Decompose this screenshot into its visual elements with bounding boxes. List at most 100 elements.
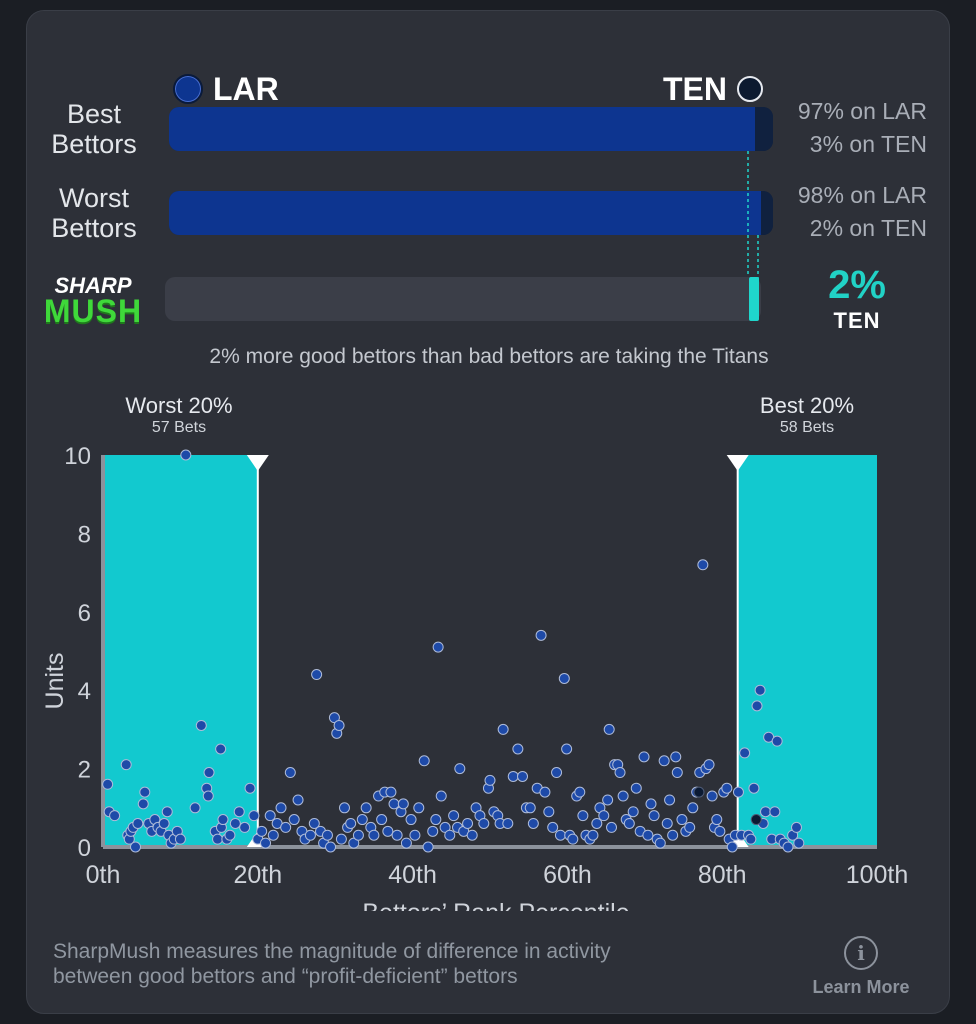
data-point (256, 825, 268, 837)
best-ten-pct: 3% on TEN (809, 131, 927, 157)
data-point (661, 817, 673, 829)
best-bettors-pcts: 97% on LAR 3% on TEN (747, 95, 927, 161)
data-point (667, 829, 679, 841)
data-point (376, 814, 388, 826)
y-axis-title: Units (41, 653, 69, 710)
x-tick-label: 0th (86, 861, 121, 889)
data-point (260, 837, 272, 849)
data-point (352, 829, 364, 841)
worst-ten-pct: 2% on TEN (809, 215, 927, 241)
data-point (782, 841, 794, 853)
worst-20-title: Worst 20% (125, 393, 233, 418)
data-point (335, 833, 347, 845)
data-point (535, 629, 547, 641)
sharpmush-logo: SHARP MUSH (33, 273, 153, 330)
team-left-abbr: LAR (213, 70, 279, 107)
worst-bar-lar-segment (169, 191, 761, 235)
data-point (130, 841, 142, 853)
worst-20-header: Worst 20% 57 Bets (99, 393, 259, 437)
worst-bettors-label: Worst Bettors (39, 183, 149, 243)
data-point (244, 782, 256, 794)
best-20-header: Best 20% 58 Bets (727, 393, 887, 437)
data-point (288, 814, 300, 826)
data-point (732, 786, 744, 798)
data-point (321, 829, 333, 841)
data-point (308, 817, 320, 829)
sharpmush-value: 2% (828, 263, 886, 307)
x-tick-label: 60th (543, 861, 592, 889)
data-point (158, 817, 170, 829)
data-point (617, 790, 629, 802)
data-point (224, 829, 236, 841)
data-point (161, 806, 173, 818)
sharpmush-team: TEN (833, 308, 881, 333)
data-point (275, 802, 287, 814)
data-point (382, 825, 394, 837)
data-point (793, 837, 805, 849)
data-point (462, 817, 474, 829)
data-point (397, 798, 409, 810)
data-point (697, 559, 709, 571)
data-point-dark (693, 786, 705, 798)
data-point (454, 763, 466, 775)
data-point (292, 794, 304, 806)
data-point-dark (750, 814, 762, 826)
data-point (606, 821, 618, 833)
data-point (444, 829, 456, 841)
data-point (543, 806, 555, 818)
data-point (558, 672, 570, 684)
data-point (591, 817, 603, 829)
y-tick-label: 8 (78, 521, 91, 548)
info-glyph: i (857, 941, 865, 965)
data-point (614, 767, 626, 779)
worst-label-line1: Worst (58, 183, 129, 213)
data-point (527, 817, 539, 829)
worst-20-count: 57 Bets (151, 419, 207, 436)
data-point (638, 751, 650, 763)
worst-bar-ten-segment (760, 191, 773, 235)
data-point (217, 814, 229, 826)
data-point (109, 810, 121, 822)
info-icon[interactable]: i (844, 936, 878, 970)
sharpmush-marker (749, 277, 759, 321)
data-point (430, 814, 442, 826)
data-point (507, 770, 519, 782)
best-bettors-bar (169, 107, 773, 151)
data-point (448, 810, 460, 822)
data-point (311, 669, 323, 681)
data-point (539, 786, 551, 798)
data-point (229, 817, 241, 829)
x-tick-label: 100th (846, 861, 909, 889)
data-point (551, 767, 563, 779)
data-point (360, 802, 372, 814)
data-point (547, 821, 559, 833)
worst-bettors-pcts: 98% on LAR 2% on TEN (747, 179, 927, 245)
data-point (598, 810, 610, 822)
data-point (180, 449, 192, 461)
data-point (368, 829, 380, 841)
data-point (248, 810, 260, 822)
data-point (721, 782, 733, 794)
data-point (670, 751, 682, 763)
data-point (388, 798, 400, 810)
data-point (726, 841, 738, 853)
data-point (385, 786, 397, 798)
data-point (748, 782, 760, 794)
data-point (706, 790, 718, 802)
best-20-count: 58 Bets (779, 419, 835, 436)
data-point (139, 786, 151, 798)
data-point (502, 817, 514, 829)
footer-description: SharpMush measures the magnitude of diff… (53, 939, 773, 989)
data-point (418, 755, 430, 767)
data-point (304, 829, 316, 841)
worst-bettors-bar (169, 191, 773, 235)
data-point (120, 759, 132, 771)
threshold-top-triangle-0 (246, 455, 269, 471)
data-point (174, 833, 186, 845)
data-point (333, 719, 345, 731)
learn-more-link[interactable]: Learn More (812, 977, 910, 997)
logo-sharp-text: SHARP (54, 273, 132, 298)
data-point (658, 755, 670, 767)
data-point (102, 778, 114, 790)
data-point (623, 817, 635, 829)
